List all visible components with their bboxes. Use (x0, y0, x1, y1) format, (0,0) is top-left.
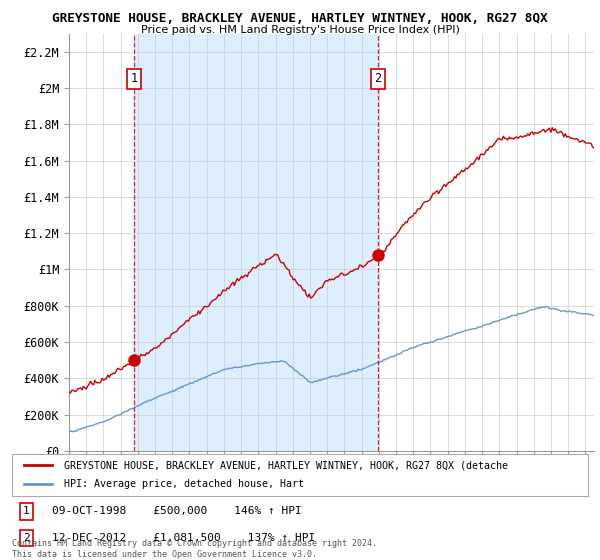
Bar (134, 34, 378, 451)
Text: Price paid vs. HM Land Registry's House Price Index (HPI): Price paid vs. HM Land Registry's House … (140, 25, 460, 35)
Text: HPI: Average price, detached house, Hart: HPI: Average price, detached house, Hart (64, 479, 304, 489)
Text: 1: 1 (131, 72, 137, 86)
Text: GREYSTONE HOUSE, BRACKLEY AVENUE, HARTLEY WINTNEY, HOOK, RG27 8QX: GREYSTONE HOUSE, BRACKLEY AVENUE, HARTLE… (52, 12, 548, 25)
Text: 2: 2 (23, 533, 30, 543)
Text: GREYSTONE HOUSE, BRACKLEY AVENUE, HARTLEY WINTNEY, HOOK, RG27 8QX (detache: GREYSTONE HOUSE, BRACKLEY AVENUE, HARTLE… (64, 460, 508, 470)
Text: Contains HM Land Registry data © Crown copyright and database right 2024.
This d: Contains HM Land Registry data © Crown c… (12, 539, 377, 559)
Text: 2: 2 (374, 72, 382, 86)
Text: 1: 1 (23, 506, 30, 516)
Text: 12-DEC-2012    £1,081,500    137% ↑ HPI: 12-DEC-2012 £1,081,500 137% ↑ HPI (52, 533, 316, 543)
Text: 09-OCT-1998    £500,000    146% ↑ HPI: 09-OCT-1998 £500,000 146% ↑ HPI (52, 506, 302, 516)
